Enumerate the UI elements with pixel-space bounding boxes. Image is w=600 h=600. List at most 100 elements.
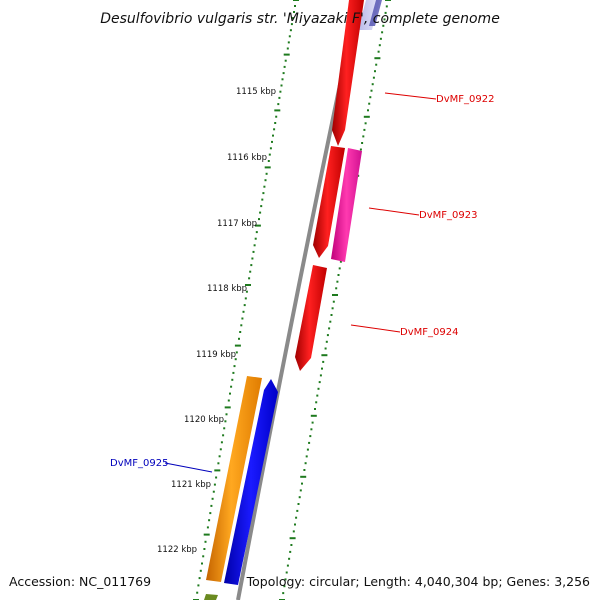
- gene-block-bottom-olive: [204, 594, 218, 600]
- ruler-tick-outer: [367, 109, 369, 112]
- ruler-tick-outer: [371, 83, 374, 86]
- ruler-tick-inner: [278, 96, 281, 99]
- ruler-tick-inner: [211, 497, 214, 500]
- ruler-tick-outer: [298, 496, 301, 499]
- ruler-tick-inner: [264, 179, 267, 182]
- ruler-tick-inner: [234, 344, 241, 347]
- ruler-tick-outer: [305, 455, 308, 458]
- ruler-tick-inner: [225, 413, 228, 416]
- ruler-tick-outer: [294, 523, 296, 526]
- ruler-tick-inner: [220, 441, 223, 444]
- ruler-tick-inner: [245, 284, 251, 286]
- ruler-tick-outer: [289, 537, 296, 540]
- ruler-tick-outer: [318, 381, 321, 384]
- ruler-tick-inner: [240, 324, 243, 327]
- tick-label: 1118 kbp: [207, 284, 247, 294]
- ruler-tick-outer: [321, 354, 328, 357]
- tick-label: 1116 kbp: [227, 153, 267, 163]
- ruler-tick-outer: [315, 401, 318, 404]
- gene-block-red-1116: [313, 146, 345, 258]
- ruler-tick-outer: [309, 435, 312, 438]
- ruler-tick-outer: [308, 441, 311, 444]
- gene-label-dvmf-0922[interactable]: DvMF_0922: [436, 94, 494, 105]
- ruler-tick-inner: [252, 250, 255, 253]
- ruler-tick-outer: [385, 5, 388, 8]
- ruler-tick-outer: [363, 115, 370, 118]
- ruler-tick-inner: [288, 35, 291, 38]
- ruler-tick-inner: [277, 103, 280, 106]
- gene-block-dvmf-0925: [206, 376, 262, 582]
- ruler-tick-outer: [368, 102, 371, 105]
- ruler-tick-inner: [274, 109, 281, 112]
- ruler-tick-inner: [281, 78, 284, 81]
- ruler-tick-inner: [293, 0, 299, 1]
- ruler-tick-inner: [294, 5, 296, 7]
- ruler-tick-outer: [361, 142, 364, 144]
- ruler-tick-inner: [254, 237, 257, 240]
- ruler-tick-outer: [314, 408, 316, 410]
- gene-leader-lines: [164, 92, 437, 473]
- ruler-tick-inner: [234, 358, 237, 361]
- ruler-tick-outer: [310, 428, 313, 431]
- ruler-tick-outer: [288, 557, 291, 560]
- ruler-tick-outer: [336, 280, 339, 283]
- ruler-tick-outer: [332, 294, 338, 296]
- tick-label: 1120 kbp: [184, 415, 224, 425]
- ruler-tick-inner: [265, 172, 268, 175]
- ruler-tick-outer: [289, 550, 292, 553]
- leader-dvmf-0923: [368, 207, 420, 216]
- ruler-tick-inner: [283, 53, 290, 56]
- ruler-tick-outer: [286, 564, 289, 567]
- ruler-tick-outer: [335, 287, 338, 290]
- ruler-tick-inner: [231, 378, 234, 381]
- ruler-tick-inner: [243, 304, 246, 307]
- ruler-tick-inner: [229, 392, 231, 395]
- ruler-tick-inner: [198, 577, 201, 580]
- gene-block-top-blue: [369, 0, 382, 26]
- gene-label-dvmf-0924[interactable]: DvMF_0924: [400, 327, 458, 338]
- leader-dvmf-0925: [164, 462, 213, 473]
- tick-label: 1121 kbp: [171, 480, 211, 490]
- ruler-tick-outer: [299, 489, 302, 492]
- ruler-tick-outer: [290, 544, 293, 546]
- ruler-tick-inner: [249, 270, 252, 273]
- ruler-tick-outer: [295, 516, 298, 519]
- ruler-tick-outer: [322, 360, 325, 363]
- ruler-tick-outer: [337, 274, 340, 276]
- ruler-tick-outer: [296, 509, 299, 512]
- ruler-tick-inner: [282, 72, 285, 75]
- ruler-tick-inner: [290, 23, 293, 26]
- ruler-tick-inner: [269, 147, 272, 150]
- ruler-tick-inner: [262, 192, 265, 195]
- tick-label: 1115 kbp: [236, 87, 276, 97]
- ruler-tick-inner: [201, 562, 203, 565]
- ruler-tick-outer: [316, 394, 319, 397]
- ruler-tick-inner: [268, 153, 271, 156]
- ruler-tick-inner: [222, 434, 225, 437]
- ruler-tick-inner: [199, 569, 202, 572]
- ruler-tick-inner: [287, 41, 290, 44]
- ruler-tick-inner: [196, 591, 199, 594]
- ruler-tick-inner: [284, 59, 287, 62]
- ruler-tick-outer: [339, 260, 342, 263]
- ruler-tick-inner: [208, 519, 211, 522]
- ruler-tick-inner: [227, 399, 230, 402]
- ruler-tick-inner: [209, 512, 212, 515]
- ruler-tick-outer: [375, 63, 378, 66]
- ruler-tick-outer: [362, 135, 365, 138]
- ruler-tick-inner: [274, 122, 277, 124]
- ruler-tick-outer: [329, 320, 332, 323]
- ruler-tick-outer: [284, 578, 287, 581]
- ruler-tick-outer: [330, 314, 333, 316]
- gene-label-dvmf-0923[interactable]: DvMF_0923: [419, 210, 477, 221]
- ruler-tick-inner: [217, 462, 220, 465]
- ruler-tick-inner: [250, 264, 253, 267]
- ruler-tick-inner: [210, 504, 213, 507]
- ruler-tick-inner: [271, 140, 273, 143]
- gene-label-dvmf-0925[interactable]: DvMF_0925: [110, 458, 168, 469]
- ruler-tick-inner: [239, 331, 242, 333]
- position-ticks: 1115 kbp 1116 kbp 1117 kbp 1118 kbp 1119…: [157, 87, 276, 555]
- ruler-tick-inner: [289, 29, 292, 32]
- ruler-tick-inner: [261, 198, 264, 201]
